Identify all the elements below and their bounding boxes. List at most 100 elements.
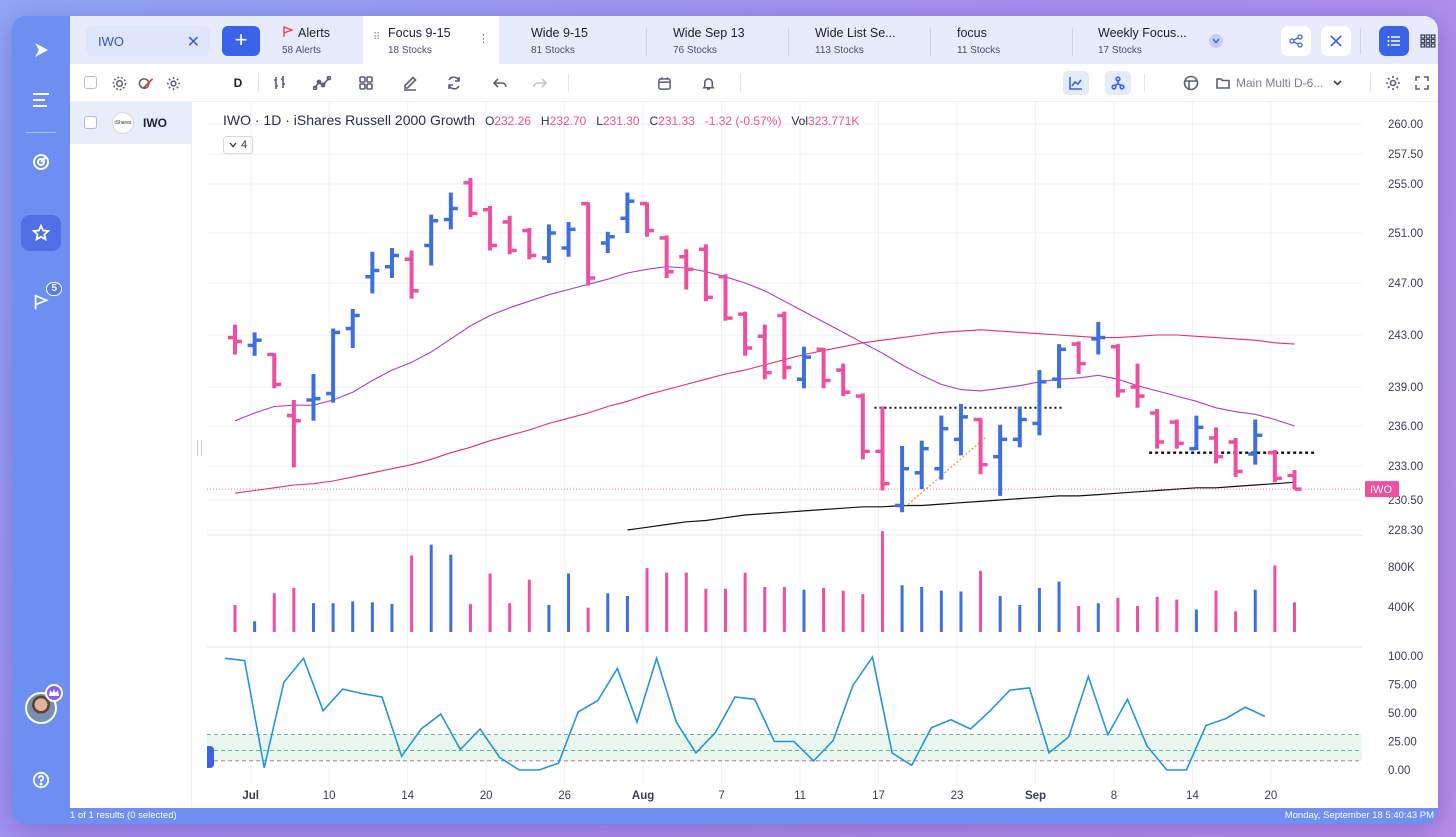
ohlc-bar	[875, 406, 890, 491]
ohlc-bar	[522, 228, 537, 260]
tabs-overflow-chevron-icon[interactable]	[1209, 34, 1223, 48]
ohlc-bar	[1110, 344, 1125, 398]
tab-divider	[788, 28, 789, 56]
legend-close-label: C	[649, 114, 659, 128]
ohlc-bar	[384, 248, 399, 278]
fullscreen-icon[interactable]	[1410, 72, 1434, 94]
volume-bar	[331, 603, 335, 632]
tab-focus[interactable]: focus 11 Stocks	[957, 16, 1077, 64]
x-share-button[interactable]	[1321, 26, 1351, 56]
price-tick-label: 236.00	[1388, 421, 1423, 433]
volume-bar	[351, 601, 355, 632]
chart-annotations	[207, 406, 1362, 511]
add-tab-button[interactable]: +	[222, 26, 260, 56]
last-price-tag-label: IWO	[1370, 484, 1392, 496]
legend-close: 231.33	[658, 114, 695, 128]
status-timestamp: Monday, September 18 5:40:43 PM	[1284, 810, 1434, 821]
tab-alerts[interactable]: Alerts 58 Alerts	[282, 16, 360, 64]
drag-handle-icon[interactable]: ⠿	[373, 32, 381, 43]
help-icon[interactable]	[21, 762, 61, 798]
logo-icon[interactable]	[21, 32, 61, 68]
chart-area[interactable]: 260.00 257.50 255.00 251.00 247.00 243.00 239.…	[207, 102, 1438, 808]
filter-settings-icon[interactable]	[109, 72, 129, 94]
redo-icon[interactable]	[528, 72, 552, 94]
clear-search-icon[interactable]: ✕	[186, 34, 200, 51]
undo-icon[interactable]	[488, 72, 512, 94]
layout-select[interactable]: Main Multi D-6...	[1216, 72, 1366, 94]
panel-toggle-handle[interactable]	[207, 746, 214, 768]
symbol-search-input[interactable]: IWO ✕	[86, 26, 210, 56]
list-view-button[interactable]	[1379, 26, 1409, 56]
draw-pencil-icon[interactable]	[398, 72, 422, 94]
settings-gear-icon[interactable]	[163, 72, 183, 94]
tab-focus-label: Focus 9-15	[388, 26, 451, 40]
rsi-line	[224, 655, 1266, 771]
ohlc-bar	[483, 206, 498, 251]
ohlc-bar	[1287, 470, 1302, 491]
volume-bar	[606, 593, 610, 632]
last-price-tag: IWO	[1365, 481, 1399, 498]
line-chart-toggle-icon[interactable]	[1063, 71, 1089, 95]
radar-icon[interactable]	[21, 144, 61, 180]
select-all-checkbox[interactable]	[84, 76, 97, 89]
menu-icon[interactable]	[21, 82, 61, 118]
row-checkbox[interactable]	[84, 116, 97, 129]
ohlc-bar	[306, 374, 321, 421]
ohlc-bar	[953, 403, 968, 456]
volume-bar	[998, 596, 1002, 632]
volume-bar	[370, 602, 374, 632]
tab-focus-9-15[interactable]: ⠿ Focus 9-15 18 Stocks ⋮	[363, 16, 499, 64]
legend-volume-label: Vol	[791, 114, 809, 128]
time-tick-label: 7	[718, 790, 724, 802]
ohlc-bar	[1091, 322, 1106, 355]
ohlc-bar	[1169, 419, 1184, 449]
toolbar-divider	[740, 74, 741, 92]
trend-dotted-line	[901, 436, 987, 511]
volume-bar	[567, 573, 571, 632]
layout-icon[interactable]	[1179, 72, 1203, 94]
chart-settings-gear-icon[interactable]	[1381, 72, 1405, 94]
time-tick-label: 11	[794, 790, 806, 802]
ohlc-bar	[561, 221, 576, 257]
templates-grid-icon[interactable]	[354, 72, 378, 94]
tab-wide-sep-13[interactable]: Wide Sep 13 76 Stocks	[673, 16, 793, 64]
volume-bar	[390, 604, 394, 632]
avatar[interactable]	[25, 692, 57, 724]
alerts-flag-icon[interactable]: 5	[21, 282, 62, 320]
refresh-icon[interactable]	[442, 72, 466, 94]
rsi-band	[207, 734, 1362, 761]
price-chart[interactable]: 260.00257.50255.00251.00247.00243.00239.…	[207, 102, 1438, 808]
watchlist-row[interactable]: iShares IWO	[70, 102, 192, 144]
tab-weekly-focus[interactable]: Weekly Focus... 17 Stocks	[1098, 16, 1208, 64]
alert-bell-icon[interactable]	[696, 72, 720, 94]
ohlc-bar	[1228, 438, 1243, 477]
compare-toggle-icon[interactable]	[1105, 71, 1131, 95]
tab-alerts-sub: 58 Alerts	[282, 45, 321, 56]
volume-bar	[292, 587, 296, 632]
tab-wide-list-label: Wide List Se...	[815, 26, 896, 40]
earnings-settings-icon[interactable]	[135, 72, 157, 94]
bar-style-icon[interactable]	[268, 72, 292, 94]
tab-wide-list[interactable]: Wide List Se... 113 Stocks	[815, 16, 935, 64]
ohlc-bar	[718, 274, 733, 321]
time-tick-label: 8	[1111, 790, 1117, 802]
volume-bar	[1253, 589, 1257, 632]
chevron-down-icon	[229, 142, 237, 148]
ohlc-bars	[228, 178, 1302, 513]
time-tick-label: Sep	[1025, 790, 1046, 802]
grid-view-button[interactable]	[1413, 26, 1438, 56]
volume-bar	[900, 585, 904, 632]
indicator-collapse-button[interactable]: 4	[223, 136, 253, 154]
tab-more-icon[interactable]: ⋮	[478, 33, 489, 45]
watchlist-star-icon[interactable]	[21, 215, 61, 251]
tab-wide-9-15[interactable]: Wide 9-15 81 Stocks	[531, 16, 651, 64]
toolbar-divider	[258, 74, 259, 92]
layout-name: Main Multi D-6...	[1236, 76, 1324, 90]
share-button[interactable]	[1281, 26, 1311, 56]
calendar-icon[interactable]	[652, 72, 676, 94]
time-tick-label: Aug	[632, 790, 654, 802]
indicators-icon[interactable]	[310, 72, 334, 94]
panel-resize-handle[interactable]	[197, 440, 202, 456]
interval-button[interactable]: D	[233, 76, 243, 90]
ohlc-bar	[993, 424, 1008, 496]
